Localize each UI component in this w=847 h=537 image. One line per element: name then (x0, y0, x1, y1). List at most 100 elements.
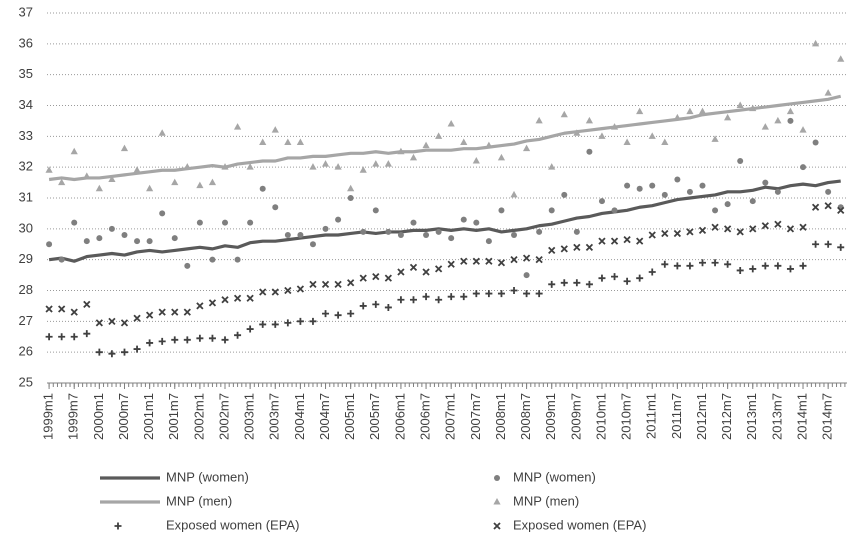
x-tick-label: 2003m7 (267, 393, 282, 440)
cross (221, 296, 229, 304)
x-tick-label: 2005m1 (342, 393, 357, 440)
triangle (623, 138, 631, 145)
dot (724, 201, 731, 208)
plus (736, 266, 744, 274)
plus (334, 311, 342, 319)
cross (108, 317, 116, 325)
triangle (522, 144, 531, 152)
plus (573, 279, 581, 287)
dot (159, 210, 166, 217)
y-tick-label: 30 (19, 220, 33, 235)
cross (296, 285, 305, 293)
x-tick-label: 2004m1 (292, 393, 307, 440)
x-tick-label: 2006m7 (417, 393, 432, 440)
plus (70, 333, 78, 341)
cross (749, 225, 757, 233)
cross (648, 231, 656, 239)
plus (95, 348, 103, 356)
cross (837, 206, 845, 214)
triangle (397, 147, 405, 155)
triangle (347, 184, 355, 192)
plus (284, 319, 292, 327)
dot (297, 232, 304, 238)
plus (523, 290, 531, 298)
y-tick-label: 28 (19, 282, 33, 297)
triangle (711, 135, 719, 142)
plus (661, 260, 669, 268)
cross (522, 254, 531, 262)
y-tick-label: 29 (19, 251, 33, 266)
dot (347, 195, 354, 201)
plus (724, 260, 732, 268)
x-tick-label: 2013m7 (769, 393, 784, 440)
plus (623, 277, 631, 285)
plus (234, 331, 242, 339)
triangle (334, 163, 342, 170)
triangle (661, 138, 669, 145)
triangle (95, 184, 103, 192)
legend-label: Exposed women (EPA) (513, 517, 646, 532)
triangle (548, 163, 556, 170)
plus (133, 345, 141, 353)
x-tick-label: 1999m1 (41, 393, 56, 440)
cross (309, 280, 317, 288)
x-tick-label: 2004m7 (317, 393, 332, 440)
plus (560, 279, 568, 287)
cross (434, 265, 443, 273)
dot (812, 139, 819, 146)
triangle (246, 163, 254, 170)
triangle (510, 190, 518, 198)
cross (259, 288, 267, 296)
dot (171, 235, 178, 242)
plus (749, 265, 757, 273)
series-line (48, 179, 841, 263)
cross (623, 235, 631, 244)
y-tick-label: 26 (19, 344, 33, 359)
triangle (409, 153, 418, 161)
plus (648, 268, 656, 276)
triangle (296, 138, 305, 145)
x-tick-label: 2010m1 (593, 393, 608, 440)
dot (222, 219, 229, 226)
dot (649, 182, 656, 189)
y-tick-label: 35 (19, 66, 33, 81)
cross (723, 225, 732, 233)
dot (209, 256, 216, 263)
triangle (610, 123, 619, 130)
x-tick-label: 2002m1 (191, 393, 206, 440)
triangle (698, 107, 707, 115)
cross (359, 274, 367, 282)
dot (611, 207, 618, 214)
plus (108, 350, 116, 358)
triangle (460, 138, 468, 145)
dot (146, 238, 153, 245)
x-tick-label: 2007m1 (443, 393, 458, 440)
cross (548, 246, 556, 255)
plus (774, 262, 782, 270)
cross (171, 308, 179, 316)
dot (787, 117, 794, 124)
dot (494, 475, 500, 481)
dot (686, 188, 693, 195)
triangle (736, 101, 744, 108)
dot (485, 238, 492, 245)
dot (108, 225, 115, 232)
cross (397, 268, 405, 276)
cross (145, 311, 154, 319)
triangle (435, 132, 443, 139)
plus (460, 293, 468, 301)
dot (83, 238, 90, 245)
cross (271, 288, 279, 296)
cross (535, 256, 543, 264)
cross (422, 268, 430, 276)
plus (535, 290, 543, 298)
dot (58, 256, 65, 263)
plus (384, 303, 392, 311)
cross (560, 245, 568, 253)
triangle (183, 163, 191, 170)
triangle (70, 147, 78, 155)
dot (423, 232, 430, 238)
cross (208, 299, 217, 307)
triangle (372, 160, 380, 167)
legend-label: MNP (women) (513, 469, 596, 484)
